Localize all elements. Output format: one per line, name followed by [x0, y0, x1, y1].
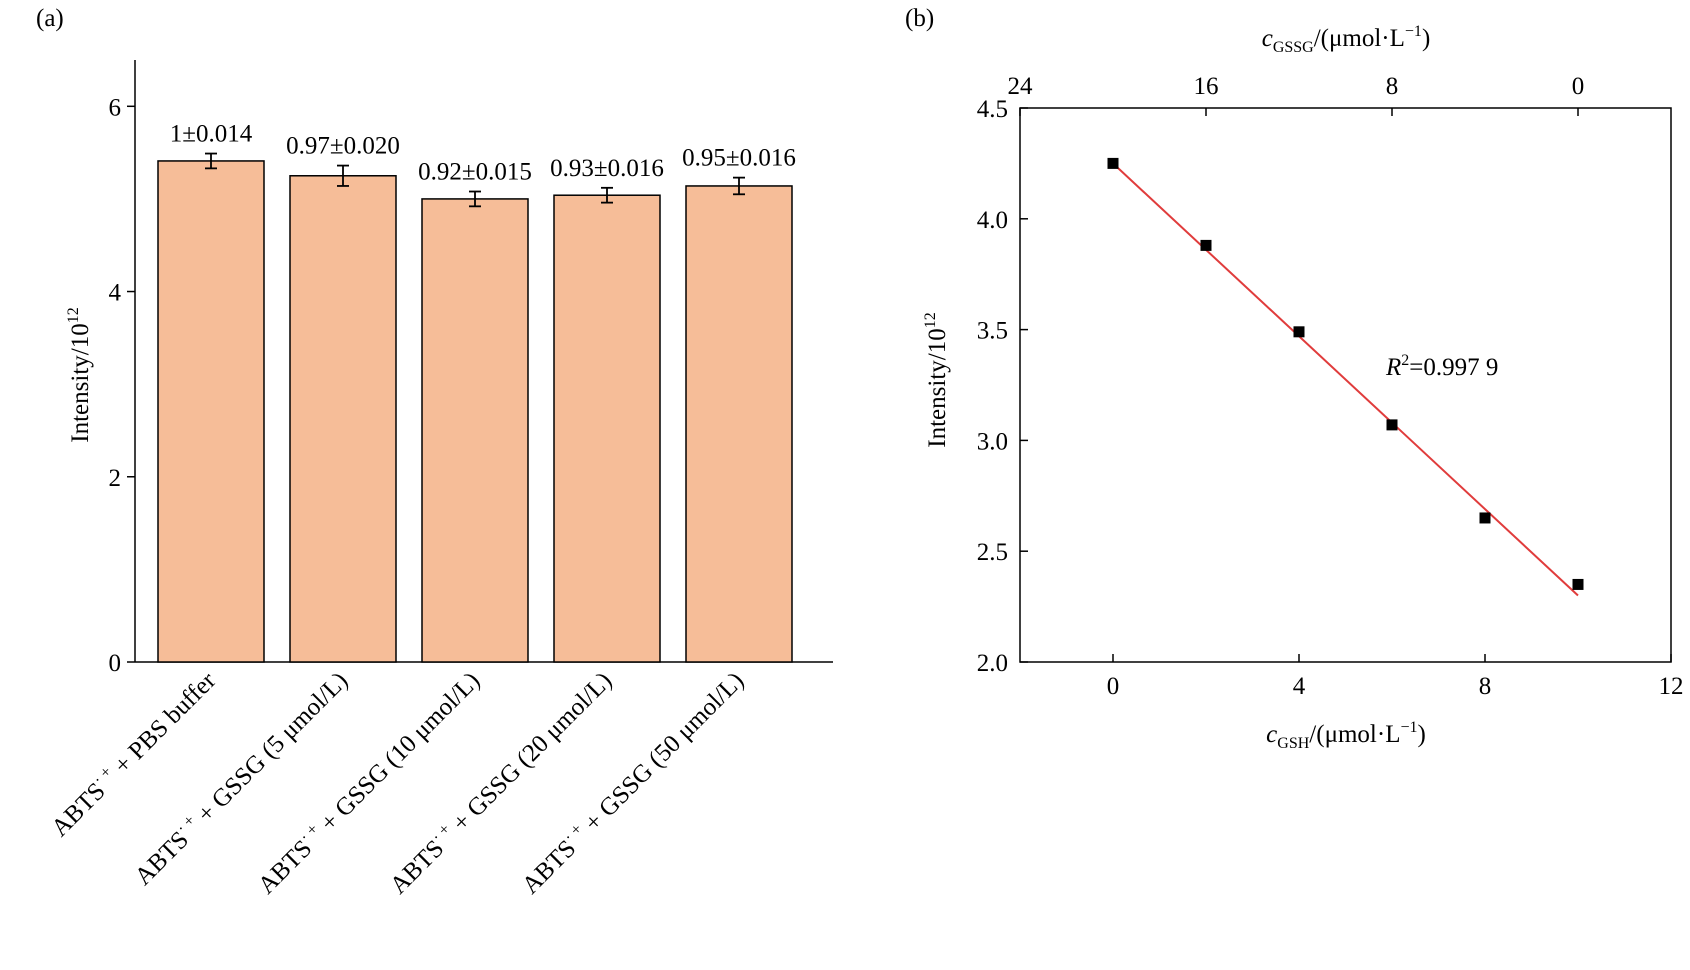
panel-b-top-x-tick-label: 16 [1194, 73, 1219, 100]
panel-b-top-x-tick-label: 24 [1008, 73, 1034, 100]
panel-a-bar [685, 185, 793, 663]
panel-b-point [1293, 326, 1305, 338]
panel-b-top-title-sub: GSSG [1273, 39, 1314, 56]
panel-a-y-title-main: Intensity/10 [67, 323, 94, 442]
panel-b-top-x-tick-label: 0 [1572, 73, 1585, 100]
panel-b-top-title-unit: /(μmol·L [1314, 25, 1405, 52]
panel-b-point [1200, 239, 1212, 251]
panel-b-fit-line [1112, 162, 1579, 597]
panel-a-data-label: 0.95±0.016 [682, 145, 796, 172]
panel-a-bar-chart: (a) 0 2 4 6 1±0.014 0.97±0.020 0.92±0.015 0.93… [36, 5, 833, 899]
panel-b-y-tick-label: 2.0 [977, 650, 1008, 677]
panel-a-y-tick-label: 0 [109, 650, 122, 677]
panel-b-point [1107, 157, 1119, 169]
panel-b-annotation-value: =0.997 9 [1409, 354, 1498, 381]
panel-a-bar [157, 160, 265, 663]
panel-b-top-x-axis-title: cGSSG/(μmol·L−1) [1262, 23, 1431, 56]
panel-b-y-tick-label: 3.0 [977, 428, 1008, 455]
panel-a-category-label: ABTS· + + GSSG (10 μmol/L) [252, 666, 486, 900]
panel-a-data-label: 0.93±0.016 [550, 155, 664, 182]
panel-b-point [1386, 419, 1398, 431]
panel-b-y-tick-label: 3.5 [977, 318, 1008, 345]
panel-a-bar [553, 194, 661, 663]
panel-a-y-title-sup: 12 [65, 307, 82, 323]
panel-a-category-rest: + PBS buffer [105, 667, 222, 784]
panel-b-x-tick-label: 12 [1659, 673, 1684, 700]
panel-a-category-label: ABTS· + + GSSG (50 μmol/L) [516, 666, 750, 900]
panel-b-x-tick-label: 0 [1107, 673, 1120, 700]
panel-a-y-ticks: 0 2 4 6 [109, 94, 135, 677]
panel-b-y-title-main: Intensity/10 [924, 328, 951, 447]
panel-b-x-axis-title: cGSH/(μmol·L−1) [1266, 719, 1426, 752]
panel-b-plot-frame [1019, 107, 1672, 663]
panel-b-y-tick-label: 4.5 [977, 96, 1008, 123]
panel-a-category-label: ABTS· + + GSSG (20 μmol/L) [384, 666, 618, 900]
panel-b-x-title-sub: GSH [1277, 735, 1309, 752]
panel-a-bars [157, 160, 793, 663]
panel-b-fit-line-group [1112, 162, 1579, 597]
panel-a-data-label: 0.97±0.020 [286, 133, 400, 160]
panel-b-scatter-chart: (b) 2.0 2.5 3.0 3.5 4.0 4.5 0 4 8 12 24 16 8 0 R2=0… [905, 5, 1684, 752]
panel-b-x-title-var: c [1266, 721, 1277, 748]
panel-b-y-tick-label: 2.5 [977, 539, 1008, 566]
panel-b-label: (b) [905, 5, 934, 32]
panel-a-y-tick-label: 2 [109, 465, 122, 492]
panel-a-y-axis-title: Intensity/1012 [65, 307, 94, 442]
panel-b-points [1107, 157, 1584, 590]
panel-b-x-tick-label: 4 [1293, 673, 1306, 700]
panel-b-point [1572, 578, 1584, 590]
panel-a-bar [421, 198, 529, 663]
panel-a-category-label: ABTS· + + GSSG (5 μmol/L) [128, 666, 353, 891]
panel-b-top-x-tick-label: 8 [1386, 73, 1399, 100]
panel-b-top-title-var: c [1262, 25, 1273, 52]
panel-b-top-title-sup: −1 [1405, 23, 1422, 40]
panel-a-data-label: 1±0.014 [170, 121, 253, 148]
panel-b-point [1479, 512, 1491, 524]
panel-a-data-labels: 1±0.014 0.97±0.020 0.92±0.015 0.93±0.016 0.9… [170, 121, 796, 186]
panel-b-y-tick-label: 4.0 [977, 207, 1008, 234]
panel-b-x-title-sup: −1 [1400, 719, 1417, 736]
panel-b-y-ticks: 2.0 2.5 3.0 3.5 4.0 4.5 [977, 96, 1028, 677]
panel-a-error-bars [205, 152, 745, 208]
panel-a-label: (a) [36, 5, 64, 32]
panel-a-data-label: 0.92±0.015 [418, 159, 532, 186]
panel-b-y-axis-title: Intensity/1012 [922, 312, 951, 447]
panel-b-annotation-var: R [1385, 354, 1401, 381]
panel-b-top-title-close: ) [1422, 25, 1430, 52]
panel-b-annotation: R2=0.997 9 [1385, 352, 1498, 381]
panel-b-annotation-sup: 2 [1401, 352, 1409, 369]
panel-a-y-tick-label: 6 [109, 94, 122, 121]
panel-b-x-title-close: ) [1418, 721, 1426, 748]
panel-b-x-title-unit: /(μmol·L [1309, 721, 1400, 748]
panel-b-x-ticks: 0 4 8 12 [1107, 654, 1684, 700]
panel-b-y-title-sup: 12 [922, 312, 939, 328]
panel-b-x-tick-label: 8 [1479, 673, 1492, 700]
panel-a-y-tick-label: 4 [109, 280, 122, 307]
panel-b-top-x-ticks: 24 16 8 0 [1008, 73, 1585, 116]
panel-a-bar [289, 175, 397, 663]
